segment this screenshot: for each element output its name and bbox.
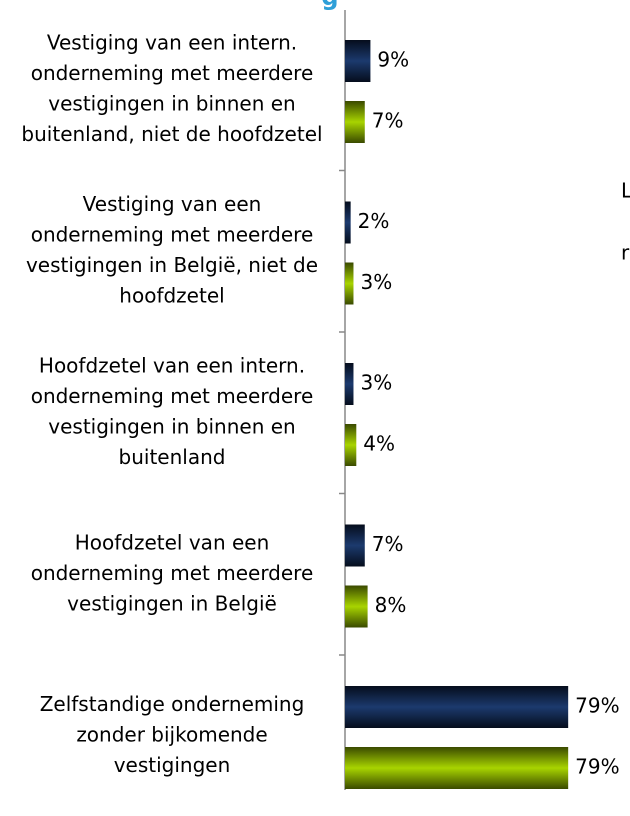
bar bbox=[345, 686, 569, 728]
value-label: 7% bbox=[372, 532, 404, 556]
category-label: onderneming met meerdere bbox=[31, 61, 314, 85]
chart-title: g bbox=[321, 0, 338, 11]
bar bbox=[345, 101, 365, 143]
category-label: Zelfstandige onderneming bbox=[40, 692, 305, 716]
bar bbox=[345, 424, 357, 466]
bar bbox=[345, 40, 371, 82]
value-label: 3% bbox=[360, 371, 392, 395]
category-label: buitenland bbox=[119, 445, 226, 469]
category-label: Hoofdzetel van een bbox=[75, 530, 270, 554]
annotation: r bbox=[621, 241, 630, 265]
bar bbox=[345, 585, 368, 628]
bar bbox=[345, 524, 365, 567]
value-label: 3% bbox=[360, 270, 392, 294]
category-label: hoofdzetel bbox=[119, 284, 224, 308]
category-label: vestigingen in België, niet de bbox=[26, 253, 318, 277]
value-label: 8% bbox=[375, 593, 407, 617]
category-label: Vestiging van een bbox=[83, 192, 262, 216]
category-label: vestigingen in België bbox=[67, 591, 277, 615]
bar bbox=[345, 747, 569, 789]
value-label: 2% bbox=[358, 209, 390, 233]
category-label: vestigingen in binnen en bbox=[48, 92, 295, 116]
category-label: vestigingen bbox=[114, 753, 231, 777]
category-label: zonder bijkomende bbox=[76, 722, 267, 746]
annotation: L bbox=[621, 179, 630, 203]
category-label: onderneming met meerdere bbox=[31, 561, 314, 585]
value-label: 79% bbox=[575, 694, 619, 718]
value-label: 7% bbox=[372, 109, 404, 133]
category-label: Hoofdzetel van een intern. bbox=[39, 354, 305, 378]
bar bbox=[345, 363, 354, 405]
category-label: onderneming met meerdere bbox=[31, 384, 314, 408]
category-label: Vestiging van een intern. bbox=[47, 31, 297, 55]
value-label: 79% bbox=[575, 755, 619, 779]
value-label: 9% bbox=[377, 48, 409, 72]
category-label: onderneming met meerdere bbox=[31, 223, 314, 247]
category-label: vestigingen in binnen en bbox=[48, 415, 295, 439]
bar bbox=[345, 262, 354, 305]
bar bbox=[345, 201, 351, 244]
value-label: 4% bbox=[363, 432, 395, 456]
category-label: buitenland, niet de hoofdzetel bbox=[21, 122, 322, 146]
